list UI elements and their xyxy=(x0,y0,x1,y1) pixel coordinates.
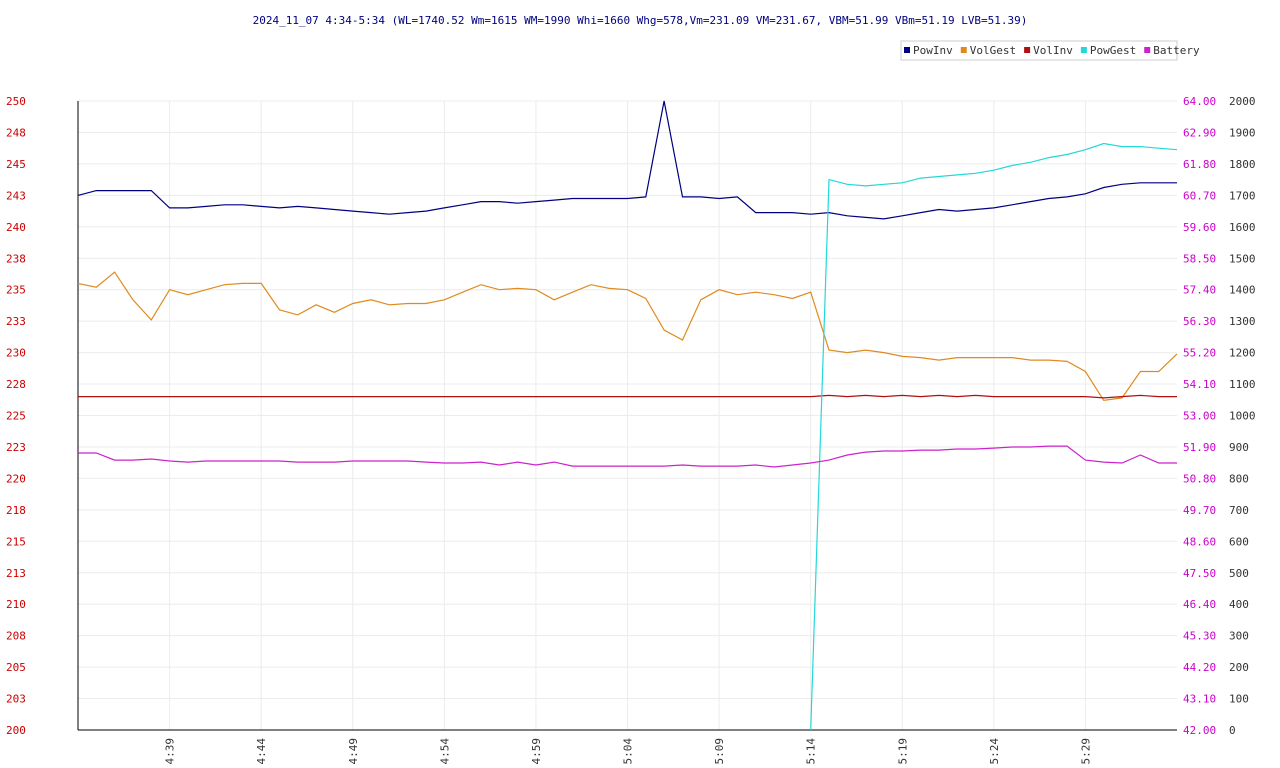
y2-tick-label: 53.00 xyxy=(1183,410,1216,423)
y2-tick-label: 45.30 xyxy=(1183,630,1216,643)
y-tick-label: 233 xyxy=(6,315,26,328)
y2-tick-label: 51.90 xyxy=(1183,441,1216,454)
y2-tick-label: 46.40 xyxy=(1183,598,1216,611)
y3-tick-label: 900 xyxy=(1229,441,1249,454)
y2-tick-label: 60.70 xyxy=(1183,189,1216,202)
legend-swatch xyxy=(904,47,910,53)
y3-tick-label: 1600 xyxy=(1229,221,1256,234)
y3-tick-label: 1200 xyxy=(1229,347,1256,360)
y2-tick-label: 61.80 xyxy=(1183,158,1216,171)
y3-tick-label: 1100 xyxy=(1229,378,1256,391)
y3-tick-label: 1800 xyxy=(1229,158,1256,171)
legend-label: PowGest xyxy=(1090,44,1136,57)
y2-tick-label: 64.00 xyxy=(1183,95,1216,108)
y2-tick-label: 58.50 xyxy=(1183,252,1216,265)
y-tick-label: 215 xyxy=(6,535,26,548)
y-tick-label: 220 xyxy=(6,472,26,485)
y-tick-label: 218 xyxy=(6,504,26,517)
y2-tick-label: 47.50 xyxy=(1183,567,1216,580)
y-tick-label: 240 xyxy=(6,221,26,234)
y2-tick-label: 42.00 xyxy=(1183,724,1216,737)
y-tick-label: 235 xyxy=(6,284,26,297)
y-tick-label: 200 xyxy=(6,724,26,737)
y3-tick-label: 200 xyxy=(1229,661,1249,674)
y3-tick-label: 500 xyxy=(1229,567,1249,580)
y2-tick-label: 44.20 xyxy=(1183,661,1216,674)
legend-label: VolGest xyxy=(970,44,1016,57)
x-tick-label: 5:09 xyxy=(713,738,726,765)
x-tick-label: 5:24 xyxy=(988,738,1001,765)
y2-tick-label: 62.90 xyxy=(1183,126,1216,139)
y3-tick-label: 1900 xyxy=(1229,126,1256,139)
y3-tick-label: 1300 xyxy=(1229,315,1256,328)
y3-tick-label: 300 xyxy=(1229,630,1249,643)
legend-label: Battery xyxy=(1153,44,1200,57)
y3-tick-label: 400 xyxy=(1229,598,1249,611)
y2-tick-label: 56.30 xyxy=(1183,315,1216,328)
y-tick-label: 205 xyxy=(6,661,26,674)
y-tick-label: 230 xyxy=(6,347,26,360)
x-tick-label: 5:29 xyxy=(1079,738,1092,765)
y-tick-label: 203 xyxy=(6,693,26,706)
x-tick-label: 4:49 xyxy=(347,738,360,765)
series-line xyxy=(77,100,1177,220)
legend-label: PowInv xyxy=(913,44,953,57)
y-tick-label: 228 xyxy=(6,378,26,391)
y-tick-label: 248 xyxy=(6,126,26,139)
y3-tick-label: 600 xyxy=(1229,535,1249,548)
series-line xyxy=(78,394,1177,399)
y3-tick-label: 1500 xyxy=(1229,252,1256,265)
y3-tick-label: 1400 xyxy=(1229,284,1256,297)
y3-tick-label: 700 xyxy=(1229,504,1249,517)
y-tick-label: 223 xyxy=(6,441,26,454)
y-tick-label: 245 xyxy=(6,158,26,171)
y3-tick-label: 100 xyxy=(1229,693,1249,706)
y-tick-label: 210 xyxy=(6,598,26,611)
x-tick-label: 5:14 xyxy=(805,738,818,765)
legend-swatch xyxy=(1080,47,1087,53)
x-tick-label: 4:54 xyxy=(438,738,451,765)
x-tick-label: 4:39 xyxy=(164,738,177,765)
series-line xyxy=(810,142,1178,731)
y2-tick-label: 59.60 xyxy=(1183,221,1216,234)
y2-tick-label: 49.70 xyxy=(1183,504,1216,517)
chart-title: 2024_11_07 4:34-5:34 (WL=1740.52 Wm=1615… xyxy=(253,14,1028,27)
legend-swatch xyxy=(960,47,967,53)
y3-tick-label: 1000 xyxy=(1229,410,1256,423)
y3-tick-label: 0 xyxy=(1229,724,1236,737)
series-line xyxy=(77,271,1178,402)
y3-tick-label: 800 xyxy=(1229,472,1249,485)
x-tick-label: 5:04 xyxy=(622,738,635,765)
y2-tick-label: 55.20 xyxy=(1183,347,1216,360)
y-tick-label: 208 xyxy=(6,630,26,643)
y-tick-label: 243 xyxy=(6,189,26,202)
x-tick-label: 4:59 xyxy=(530,738,543,765)
y2-tick-label: 57.40 xyxy=(1183,284,1216,297)
y2-tick-label: 48.60 xyxy=(1183,535,1216,548)
legend xyxy=(900,40,1178,61)
y2-tick-label: 43.10 xyxy=(1183,693,1216,706)
legend-swatch xyxy=(1144,47,1151,53)
y-tick-label: 225 xyxy=(6,410,26,423)
y3-tick-label: 1700 xyxy=(1229,189,1256,202)
y-tick-label: 250 xyxy=(6,95,26,108)
y3-tick-label: 2000 xyxy=(1229,95,1256,108)
y-tick-label: 213 xyxy=(6,567,26,580)
x-tick-label: 5:19 xyxy=(896,738,909,765)
y2-tick-label: 50.80 xyxy=(1183,472,1216,485)
legend-swatch xyxy=(1024,47,1031,53)
y2-tick-label: 54.10 xyxy=(1183,378,1216,391)
y-tick-label: 238 xyxy=(6,252,26,265)
series-line xyxy=(78,445,1177,468)
legend-label: VolInv xyxy=(1033,44,1073,57)
x-tick-label: 4:44 xyxy=(255,738,268,765)
